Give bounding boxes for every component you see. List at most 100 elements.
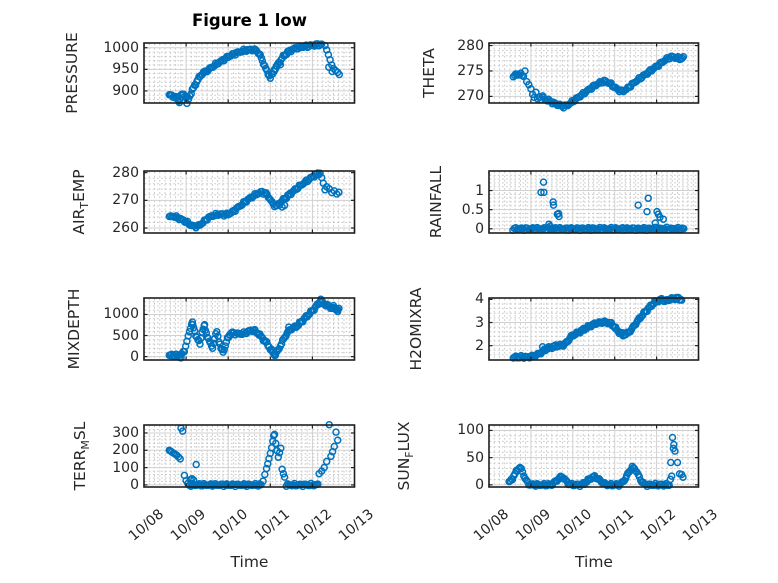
data-point xyxy=(333,307,342,316)
y-tick-label: 1000 xyxy=(103,39,139,56)
data-point xyxy=(327,452,335,461)
plot-box xyxy=(143,297,356,361)
plot-box xyxy=(143,170,356,234)
y-axis-label-text: SL xyxy=(71,421,89,441)
data-point xyxy=(667,472,676,480)
data-point xyxy=(333,436,342,444)
data-point xyxy=(335,188,343,197)
data-point xyxy=(203,333,212,342)
x-axis-label-right: Time xyxy=(575,553,613,571)
axes-frame xyxy=(488,424,700,488)
y-tick-label: 270 xyxy=(112,192,139,209)
y-tick-label: 280 xyxy=(457,37,484,54)
y-tick-label: 270 xyxy=(457,88,484,105)
y-axis-label-text: RAINFALL xyxy=(427,165,445,239)
y-axis-label-text: LUX xyxy=(395,421,413,452)
tick-marks xyxy=(488,425,700,487)
data-point xyxy=(259,477,267,485)
data-point xyxy=(679,52,688,61)
data-point xyxy=(200,320,209,329)
axes-frame xyxy=(488,42,700,104)
y-tick-label: 260 xyxy=(112,220,139,237)
data-point xyxy=(221,342,230,350)
axes-frame xyxy=(488,170,700,234)
data-point xyxy=(555,212,563,221)
subplot-rainfall xyxy=(488,170,700,235)
y-tick-label: 950 xyxy=(112,61,139,78)
plot-box xyxy=(143,42,356,104)
data-point xyxy=(518,468,527,476)
data-point xyxy=(280,473,289,481)
data-point xyxy=(644,194,652,202)
tick-marks xyxy=(143,43,356,103)
minor-grid xyxy=(489,171,698,233)
subplot-pressure xyxy=(143,40,356,108)
data-point xyxy=(176,455,184,463)
y-tick-label: 100 xyxy=(457,422,484,439)
subplot-h2omixra xyxy=(488,293,700,362)
data-point xyxy=(667,458,675,467)
data-point xyxy=(549,198,557,206)
data-point xyxy=(208,344,217,352)
data-point xyxy=(184,332,192,340)
data-point xyxy=(279,469,288,478)
data-point xyxy=(274,453,283,461)
data-point xyxy=(220,346,228,354)
data-point xyxy=(177,354,185,362)
axes-frame xyxy=(143,424,356,488)
data-point xyxy=(181,342,190,350)
y-tick-label: 4 xyxy=(475,291,484,308)
data-markers xyxy=(165,40,344,108)
y-axis-label-text: THETA xyxy=(420,48,438,98)
data-point xyxy=(618,86,626,95)
y-tick-label: 0 xyxy=(475,476,484,493)
data-point xyxy=(280,201,289,210)
data-point xyxy=(256,50,264,59)
data-point xyxy=(517,464,526,473)
data-point xyxy=(538,92,547,100)
y-axis-label-subscript: M xyxy=(79,440,92,450)
y-tick-label: 900 xyxy=(112,82,139,99)
data-point xyxy=(189,476,198,484)
y-tick-label: 1 xyxy=(475,182,484,199)
data-point xyxy=(329,301,338,310)
plot-box xyxy=(488,297,700,361)
y-axis-label-sun-flux: SUNFLUX xyxy=(393,346,416,566)
y-tick-label: 200 xyxy=(112,442,139,459)
data-point xyxy=(619,332,627,340)
axes-frame xyxy=(143,42,356,104)
y-axis-label-rainfall: RAINFALL xyxy=(425,92,447,312)
data-markers xyxy=(165,169,343,232)
data-point xyxy=(538,343,547,351)
data-point xyxy=(272,439,280,448)
data-point xyxy=(540,188,548,197)
y-tick-label: 3 xyxy=(475,314,484,331)
y-axis-label-terr-msl: TERRMSL xyxy=(69,346,92,566)
y-tick-label: 100 xyxy=(112,459,139,476)
y-axis-label-subscript: F xyxy=(403,451,416,458)
y-tick-label: 500 xyxy=(112,327,139,344)
subplot-mixdepth xyxy=(143,295,356,362)
data-point xyxy=(264,342,273,351)
subplot-terr-msl xyxy=(143,420,356,491)
data-point xyxy=(532,88,540,97)
data-point xyxy=(270,430,279,439)
data-point xyxy=(330,442,339,451)
plot-box xyxy=(143,424,356,488)
figure-title: Figure 1 low xyxy=(191,11,308,30)
data-point xyxy=(537,188,545,197)
minor-grid xyxy=(144,425,354,487)
y-tick-label: 0.5 xyxy=(461,201,484,218)
axes-frame xyxy=(488,297,700,361)
data-point xyxy=(213,327,221,336)
data-markers xyxy=(165,420,342,491)
tick-marks xyxy=(143,425,356,487)
data-point xyxy=(188,474,196,483)
y-tick-label: 280 xyxy=(112,164,139,181)
data-point xyxy=(549,201,558,209)
major-grid xyxy=(490,44,698,102)
data-point xyxy=(317,295,325,304)
data-point xyxy=(671,447,679,455)
data-point xyxy=(320,300,329,309)
